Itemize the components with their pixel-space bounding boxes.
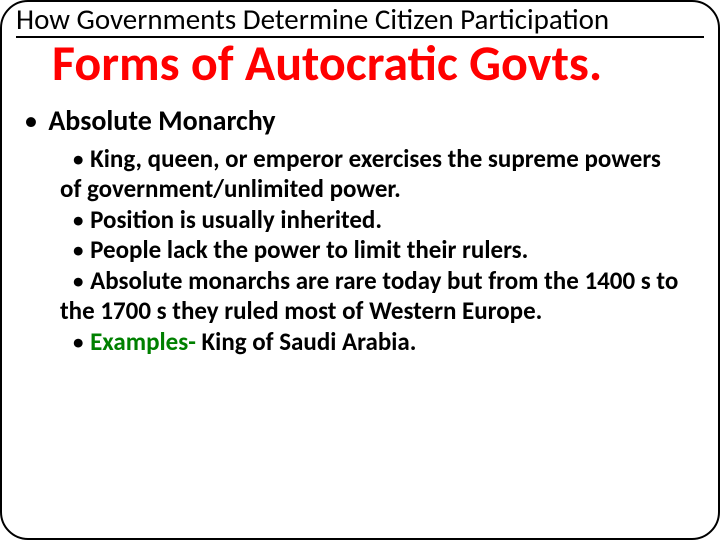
list-item-text: Position is usually inherited. [90, 204, 382, 235]
list-item: • King, queen, or emperor exercises the … [60, 144, 684, 205]
list-item-text: People lack the power to limit their rul… [90, 234, 528, 265]
list-item-text: King, queen, or emperor exercises the su… [60, 143, 661, 205]
slide-title: Forms of Autocratic Govts. [52, 38, 704, 91]
bullet-icon: • [24, 103, 42, 138]
examples-text: King of Saudi Arabia. [196, 326, 417, 357]
list-item: • Position is usually inherited. [60, 205, 684, 236]
list-item-text: Absolute monarchs are rare today but fro… [60, 265, 678, 327]
section-heading-row: • Absolute Monarchy [24, 103, 704, 138]
slide-frame: How Governments Determine Citizen Partic… [0, 0, 720, 540]
bullet-list: • King, queen, or emperor exercises the … [60, 144, 684, 358]
list-item: • Absolute monarchs are rare today but f… [60, 266, 684, 327]
list-item: • People lack the power to limit their r… [60, 235, 684, 266]
list-item-examples: • Examples- King of Saudi Arabia. [60, 327, 684, 358]
section-heading: Absolute Monarchy [48, 103, 275, 138]
examples-label: Examples- [90, 326, 196, 357]
